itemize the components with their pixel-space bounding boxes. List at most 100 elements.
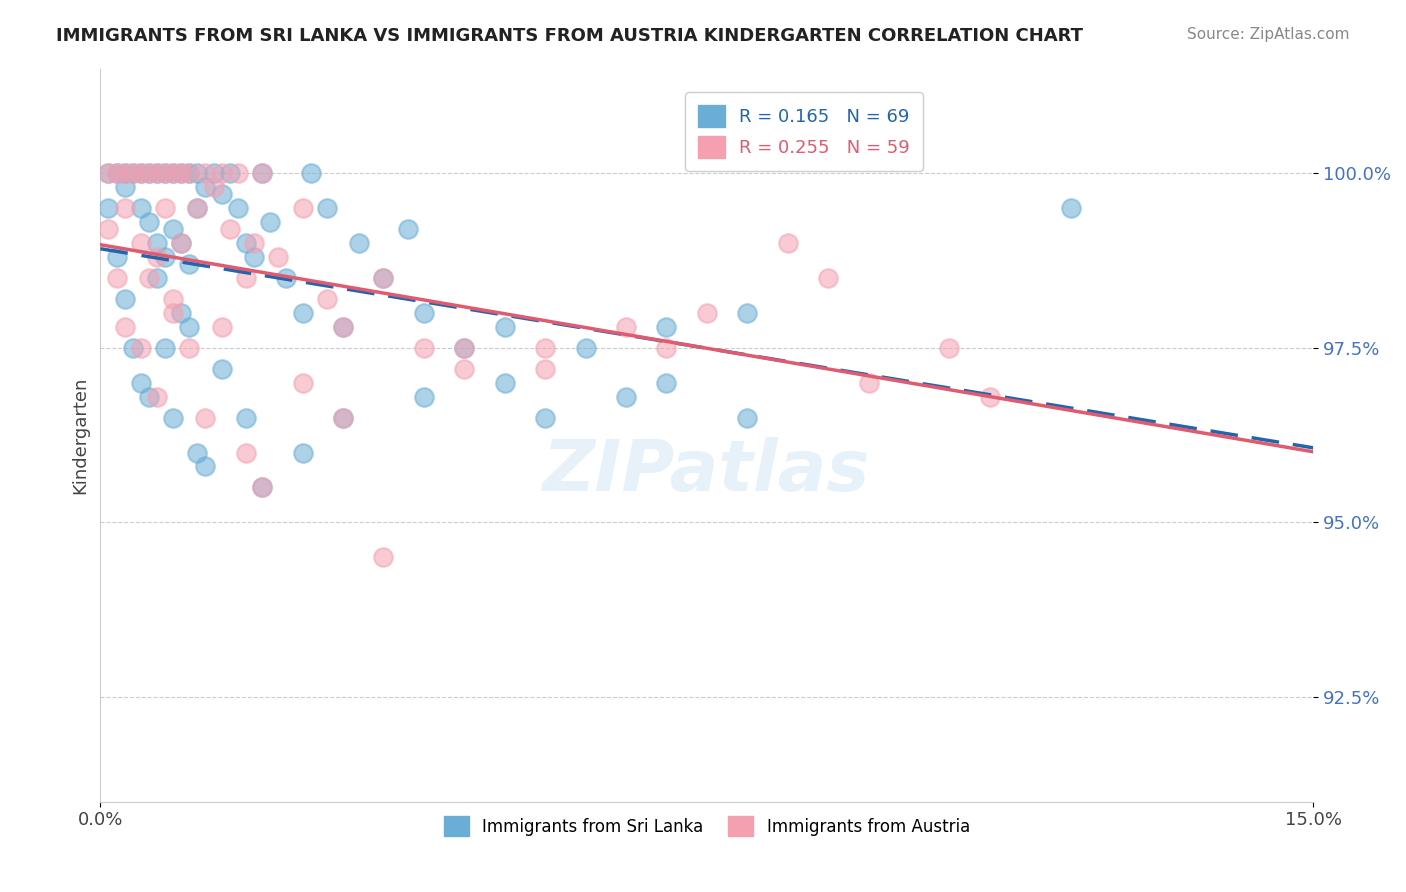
Point <box>211 319 233 334</box>
Point <box>179 166 201 180</box>
Point <box>162 166 184 180</box>
Point <box>373 550 395 565</box>
Point <box>412 390 434 404</box>
Point <box>114 166 136 180</box>
Point <box>97 166 120 180</box>
Point <box>776 235 799 250</box>
Point <box>453 341 475 355</box>
Point <box>332 410 354 425</box>
Point <box>243 250 266 264</box>
Point <box>250 166 273 180</box>
Point <box>121 166 143 180</box>
Point <box>162 410 184 425</box>
Point <box>146 390 169 404</box>
Point <box>129 166 152 180</box>
Point <box>453 341 475 355</box>
Point <box>259 215 281 229</box>
Point <box>735 410 758 425</box>
Point <box>121 341 143 355</box>
Point <box>250 166 273 180</box>
Point <box>114 201 136 215</box>
Point <box>97 166 120 180</box>
Point <box>179 257 201 271</box>
Point <box>858 376 880 390</box>
Point <box>1060 201 1083 215</box>
Point <box>250 480 273 494</box>
Point <box>162 222 184 236</box>
Point <box>138 390 160 404</box>
Point <box>332 319 354 334</box>
Point <box>332 410 354 425</box>
Point <box>202 180 225 194</box>
Point <box>817 271 839 285</box>
Point <box>235 410 257 425</box>
Point <box>332 319 354 334</box>
Point <box>202 166 225 180</box>
Point <box>655 376 678 390</box>
Point <box>114 180 136 194</box>
Point <box>186 166 208 180</box>
Point <box>153 341 176 355</box>
Point <box>186 201 208 215</box>
Point <box>186 445 208 459</box>
Point <box>170 235 193 250</box>
Point <box>226 166 249 180</box>
Point <box>138 271 160 285</box>
Point <box>162 306 184 320</box>
Point <box>396 222 419 236</box>
Point <box>129 201 152 215</box>
Point <box>291 306 314 320</box>
Point <box>250 480 273 494</box>
Point <box>655 319 678 334</box>
Point <box>179 341 201 355</box>
Point <box>243 235 266 250</box>
Point <box>291 201 314 215</box>
Point <box>153 166 176 180</box>
Point <box>735 306 758 320</box>
Point <box>534 361 557 376</box>
Point <box>291 376 314 390</box>
Text: Source: ZipAtlas.com: Source: ZipAtlas.com <box>1187 27 1350 42</box>
Point <box>146 271 169 285</box>
Point <box>153 166 176 180</box>
Point <box>97 201 120 215</box>
Point <box>105 166 128 180</box>
Y-axis label: Kindergarten: Kindergarten <box>72 376 89 494</box>
Point <box>235 235 257 250</box>
Point <box>938 341 960 355</box>
Point <box>614 319 637 334</box>
Point <box>373 271 395 285</box>
Point <box>534 341 557 355</box>
Point <box>114 319 136 334</box>
Point <box>226 201 249 215</box>
Text: ZIPatlas: ZIPatlas <box>543 437 870 506</box>
Point <box>146 235 169 250</box>
Point <box>315 292 337 306</box>
Point <box>186 201 208 215</box>
Point <box>114 292 136 306</box>
Point <box>194 180 217 194</box>
Point <box>138 215 160 229</box>
Point <box>315 201 337 215</box>
Point <box>170 166 193 180</box>
Point <box>121 166 143 180</box>
Point <box>494 376 516 390</box>
Point <box>211 361 233 376</box>
Point <box>235 271 257 285</box>
Legend: Immigrants from Sri Lanka, Immigrants from Austria: Immigrants from Sri Lanka, Immigrants fr… <box>436 807 979 845</box>
Point <box>138 166 160 180</box>
Point <box>146 166 169 180</box>
Point <box>696 306 718 320</box>
Point <box>179 166 201 180</box>
Point <box>138 166 160 180</box>
Point <box>179 319 201 334</box>
Point <box>162 292 184 306</box>
Point <box>276 271 298 285</box>
Point <box>129 166 152 180</box>
Point <box>105 250 128 264</box>
Point <box>291 445 314 459</box>
Point <box>194 166 217 180</box>
Point <box>299 166 322 180</box>
Point <box>162 166 184 180</box>
Point <box>614 390 637 404</box>
